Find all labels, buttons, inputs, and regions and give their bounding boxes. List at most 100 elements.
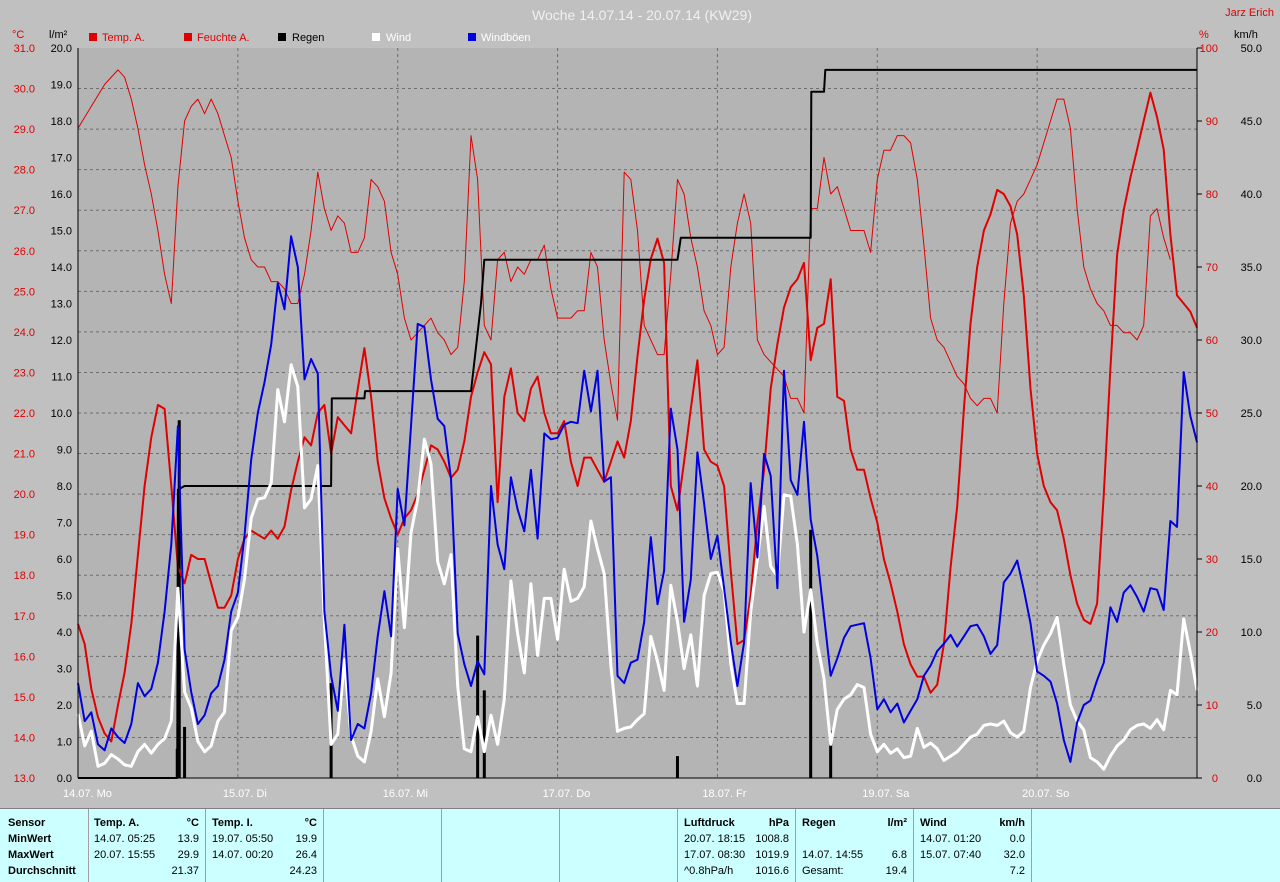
series-lines xyxy=(76,68,1199,779)
row-label-max: MaxWert xyxy=(8,849,54,861)
row-label-min: MinWert xyxy=(8,833,52,845)
temp-tick-label: 20.0 xyxy=(14,489,35,501)
series-line-wind xyxy=(76,363,1199,771)
legend-swatch xyxy=(89,33,97,41)
temp-unit-label: °C xyxy=(12,29,24,41)
temp-tick-label: 25.0 xyxy=(14,286,35,298)
pressure-avg-value: 1016.6 xyxy=(755,865,789,877)
series-line-temp-a xyxy=(77,91,1198,743)
temp-i-header: Temp. I. xyxy=(212,817,253,829)
humidity-tick-label: 50 xyxy=(1206,408,1218,420)
temp-i-max-value: 26.4 xyxy=(295,849,317,861)
rain-tick-label: 9.0 xyxy=(57,445,72,457)
temp-tick-label: 30.0 xyxy=(14,84,35,96)
rain-tick-label: 18.0 xyxy=(51,116,72,128)
rain-tick-label: 13.0 xyxy=(51,299,72,311)
temp-a-max-value: 29.9 xyxy=(177,849,199,861)
temp-a-avg-value: 21.37 xyxy=(171,865,199,877)
humidity-tick-label: 90 xyxy=(1206,116,1218,128)
x-tick-label: 20.07. So xyxy=(1022,788,1069,800)
temp-tick-label: 19.0 xyxy=(14,530,35,542)
pressure-min-time: 20.07. 18:15 xyxy=(684,833,746,845)
temp-tick-label: 31.0 xyxy=(14,43,35,55)
temp-tick-label: 26.0 xyxy=(14,246,35,258)
rain-tick-label: 8.0 xyxy=(57,481,72,493)
wind-tick-label: 20.0 xyxy=(1241,481,1262,493)
empty-column-3 xyxy=(560,809,678,882)
rain-tick-label: 2.0 xyxy=(57,700,72,712)
temp-a-column: Temp. A. °C 14.07. 05:25 13.9 20.07. 15:… xyxy=(89,809,206,882)
rain-max-time: 14.07. 14:55 xyxy=(802,849,864,861)
legend-swatch xyxy=(184,33,192,41)
wind-tick-label: 15.0 xyxy=(1241,554,1262,566)
rain-column: Regen l/m² 14.07. 14:55 6.8 Gesamt: 19.4 xyxy=(796,809,914,882)
temp-tick-label: 21.0 xyxy=(14,449,35,461)
rain-tick-label: 1.0 xyxy=(57,737,72,749)
wind-tick-label: 40.0 xyxy=(1241,189,1262,201)
wind-max-value: 32.0 xyxy=(1003,849,1025,861)
rain-tick-label: 15.0 xyxy=(51,226,72,238)
wind-avg-value: 7.2 xyxy=(1009,865,1025,877)
pressure-unit: hPa xyxy=(768,817,789,829)
wind-header: Wind xyxy=(920,817,947,829)
x-tick-label: 19.07. Sa xyxy=(862,788,910,800)
temp-i-min-time: 19.07. 05:50 xyxy=(212,833,274,845)
rain-tick-label: 17.0 xyxy=(51,153,72,165)
temp-i-avg-value: 24.23 xyxy=(289,865,317,877)
x-tick-label: 18.07. Fr xyxy=(702,788,746,800)
humidity-unit-label: % xyxy=(1199,29,1209,41)
legend-item-feuchte-a: Feuchte A. xyxy=(184,32,250,44)
pressure-column: Luftdruck hPa 20.07. 18:15 1008.8 17.07.… xyxy=(678,809,796,882)
humidity-tick-label: 40 xyxy=(1206,481,1218,493)
wind-max-time: 15.07. 07:40 xyxy=(920,849,982,861)
wind-tick-label: 25.0 xyxy=(1241,408,1262,420)
legend: Temp. A. Feuchte A. Regen Wind Windböen xyxy=(89,32,531,44)
x-tick-label: 15.07. Di xyxy=(223,788,267,800)
rain-tick-label: 7.0 xyxy=(57,518,72,530)
sensor-column: Sensor MinWert MaxWert Durchschnitt xyxy=(0,809,89,882)
wind-tick-label: 50.0 xyxy=(1241,43,1262,55)
wind-unit-label: km/h xyxy=(1234,29,1258,41)
temp-a-min-value: 13.9 xyxy=(177,833,199,845)
temp-tick-label: 22.0 xyxy=(14,408,35,420)
temp-tick-label: 29.0 xyxy=(14,124,35,136)
wind-tick-label: 35.0 xyxy=(1241,262,1262,274)
humidity-tick-label: 10 xyxy=(1206,700,1218,712)
wind-tick-label: 5.0 xyxy=(1247,700,1262,712)
rain-tick-label: 0.0 xyxy=(57,773,72,785)
legend-label: Feuchte A. xyxy=(197,32,250,44)
humidity-tick-label: 100 xyxy=(1200,43,1218,55)
series-line-windb-en xyxy=(77,235,1198,763)
legend-label: Regen xyxy=(292,32,324,44)
humidity-tick-label: 0 xyxy=(1212,773,1218,785)
x-axis-labels: 14.07. Mo 15.07. Di 16.07. Mi 17.07. Do 18.0… xyxy=(63,788,1069,800)
humidity-tick-label: 70 xyxy=(1206,262,1218,274)
temp-tick-label: 27.0 xyxy=(14,205,35,217)
legend-item-regen: Regen xyxy=(278,32,324,44)
temp-a-unit: °C xyxy=(186,817,199,829)
rain-tick-label: 10.0 xyxy=(51,408,72,420)
series-line-feuchte-a xyxy=(77,69,1171,421)
wind-min-time: 14.07. 01:20 xyxy=(920,833,982,845)
pressure-min-value: 1008.8 xyxy=(755,833,789,845)
right-axes: 0 10 20 30 40 50 60 70 80 90 100 0.0 5.0 10.0 15.0 20.0… xyxy=(1197,43,1262,785)
rain-tick-label: 5.0 xyxy=(57,591,72,603)
temp-tick-label: 24.0 xyxy=(14,327,35,339)
temp-tick-label: 16.0 xyxy=(14,651,35,663)
temp-tick-label: 28.0 xyxy=(14,165,35,177)
rain-tick-label: 6.0 xyxy=(57,554,72,566)
rain-header: Regen xyxy=(802,817,836,829)
rain-unit: l/m² xyxy=(887,817,907,829)
wind-tick-label: 10.0 xyxy=(1241,627,1262,639)
rain-tick-label: 11.0 xyxy=(51,372,72,384)
grid-lines xyxy=(78,48,1197,778)
rain-max-value: 6.8 xyxy=(891,849,907,861)
stats-table: Sensor MinWert MaxWert Durchschnitt Temp… xyxy=(0,808,1280,882)
sensor-header: Sensor xyxy=(8,817,46,829)
pressure-trend: ^0.8hPa/h xyxy=(684,865,734,877)
rain-tick-label: 16.0 xyxy=(51,189,72,201)
legend-item-windboeen: Windböen xyxy=(468,32,531,44)
rain-tick-label: 12.0 xyxy=(51,335,72,347)
temp-a-min-time: 14.07. 05:25 xyxy=(94,833,156,845)
pressure-max-time: 17.07. 08:30 xyxy=(684,849,746,861)
